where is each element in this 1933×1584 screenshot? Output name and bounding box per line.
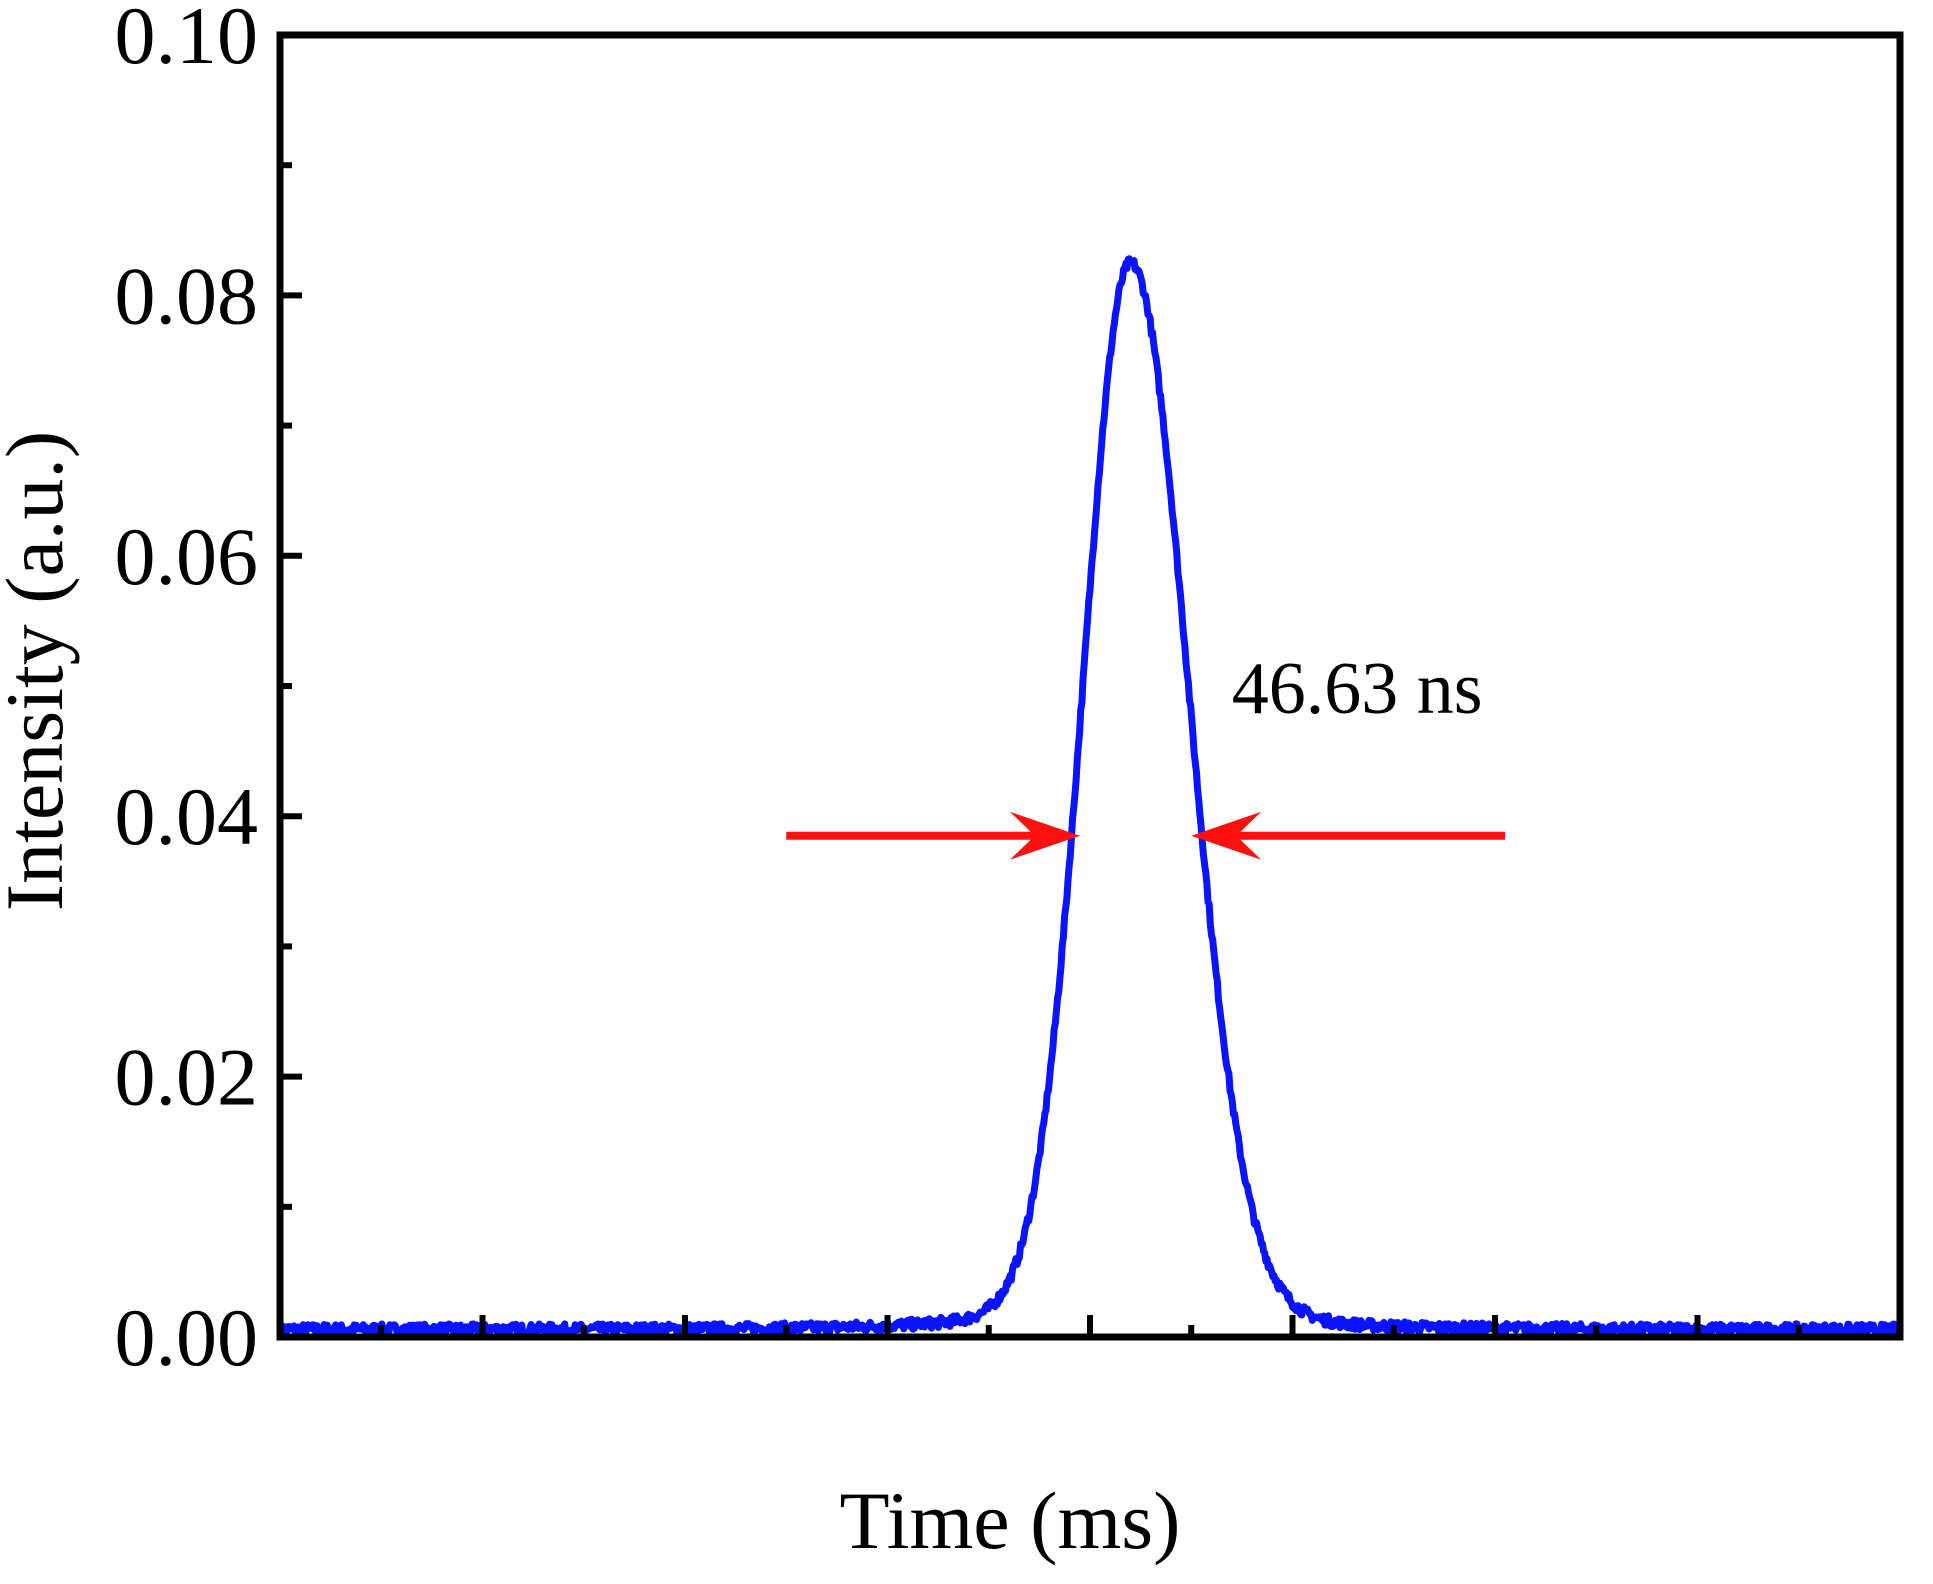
y-tick-label: 0.04 — [115, 771, 259, 862]
y-axis-title: Intensity (a.u.) — [0, 431, 80, 911]
plot-layer — [276, 255, 1903, 1338]
plot-frame — [276, 31, 1904, 1341]
y-tick-label: 0.00 — [115, 1292, 259, 1383]
label-layer: 0.00 0.02 0.04 0.06 0.08 0.10 — [115, 0, 259, 1383]
y-tick-label: 0.10 — [115, 0, 259, 81]
fwhm-label: 46.63 ns — [1232, 648, 1483, 730]
y-tick-label: 0.06 — [115, 511, 259, 602]
x-axis-title: Time (ms) — [840, 1475, 1181, 1566]
series-line — [276, 255, 1903, 1338]
tick-layer — [280, 32, 1802, 1340]
annotation-layer: 46.63 ns — [786, 648, 1506, 860]
right-arrow-head — [1191, 811, 1262, 860]
y-tick-label: 0.08 — [115, 250, 259, 341]
y-tick-label: 0.02 — [115, 1032, 259, 1123]
left-arrow-head — [1009, 811, 1080, 860]
